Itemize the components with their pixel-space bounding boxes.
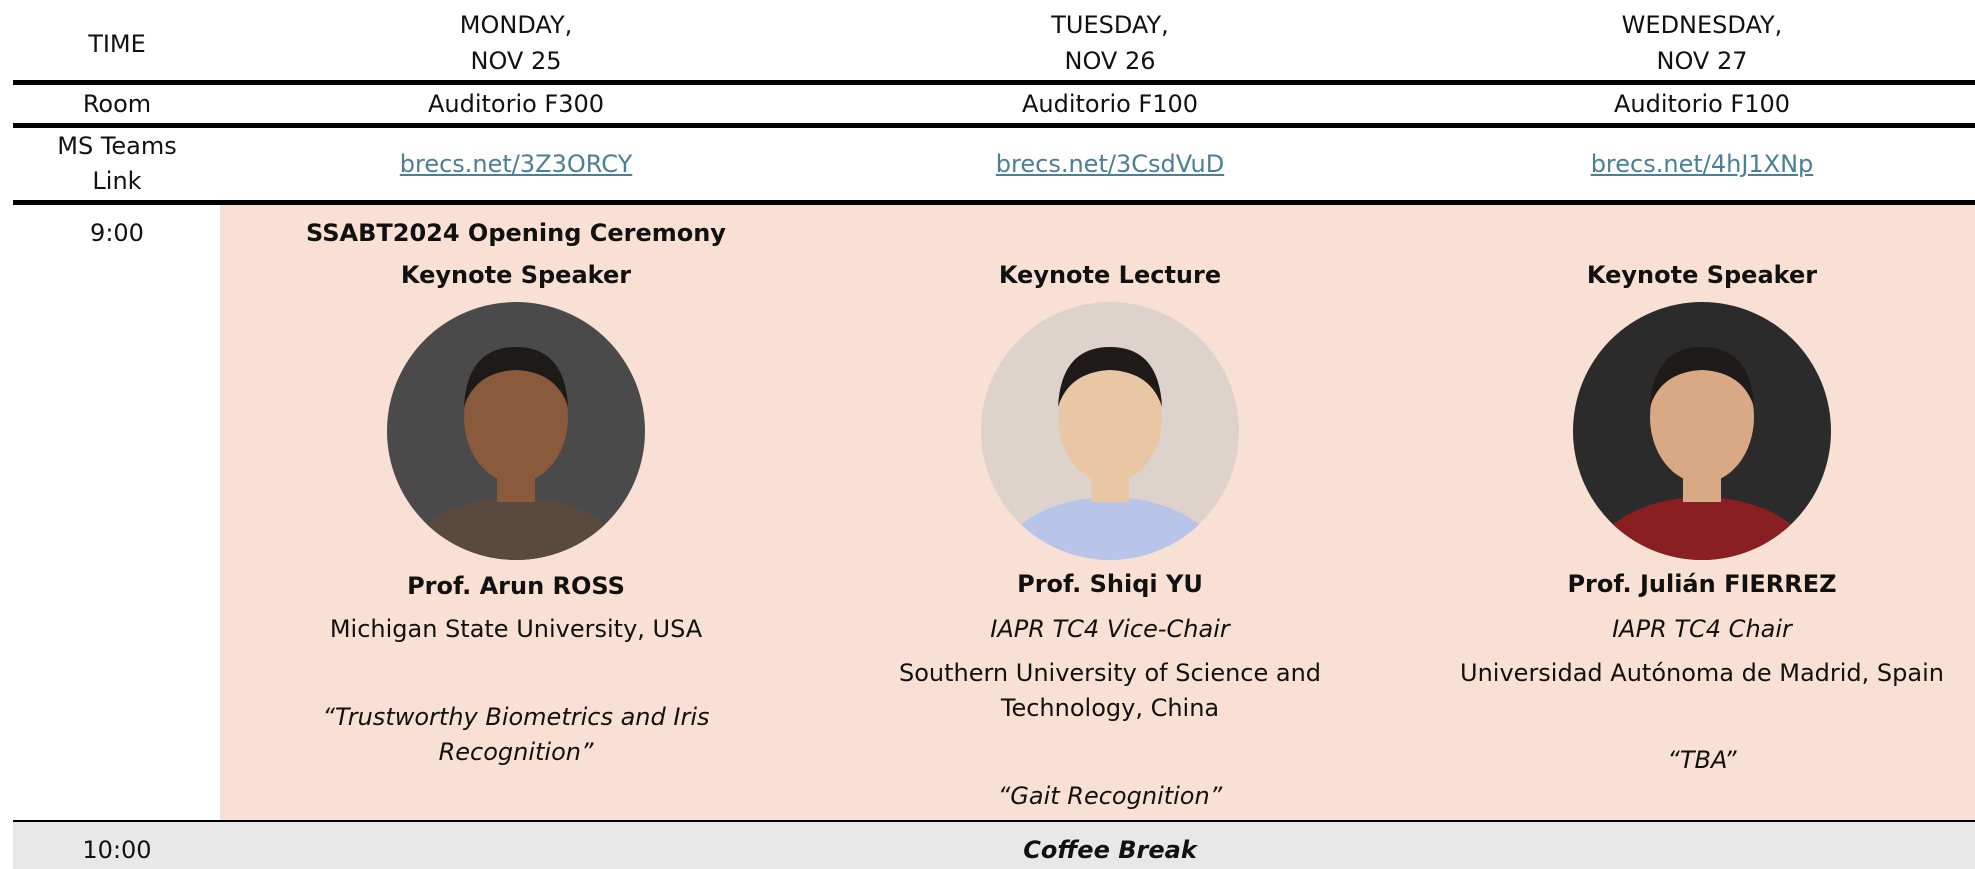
- affiliation: Michigan State University, USA: [329, 615, 703, 643]
- rule: [13, 820, 1975, 822]
- row-label: Link: [92, 167, 142, 195]
- rule: [13, 200, 1975, 205]
- room: Auditorio F100: [1613, 90, 1791, 118]
- opening-title: SSABT2024 Opening Ceremony: [306, 219, 726, 247]
- talk-title: “Trustworthy Biometrics and Iris: [322, 703, 710, 731]
- speaker-role: IAPR TC4 Chair: [1612, 615, 1792, 643]
- time-header: TIME: [88, 30, 146, 58]
- day-date: NOV 25: [470, 47, 562, 75]
- break-background: [13, 821, 1975, 869]
- day-date: NOV 26: [1064, 47, 1156, 75]
- talk-kind: Keynote Lecture: [998, 261, 1222, 289]
- talk-title: “Gait Recognition”: [997, 782, 1223, 810]
- row-label: MS Teams: [57, 132, 177, 160]
- speaker-role: IAPR TC4 Vice-Chair: [990, 615, 1230, 643]
- speaker-name: Prof. Shiqi YU: [1017, 570, 1203, 598]
- speaker-photo: [981, 302, 1239, 560]
- break-label: Coffee Break: [1023, 836, 1197, 864]
- day-header: MONDAY,: [459, 11, 573, 39]
- talk-kind: Keynote Speaker: [400, 261, 632, 289]
- time-slot: 10:00: [82, 836, 152, 864]
- day-header: WEDNESDAY,: [1621, 11, 1783, 39]
- teams-link[interactable]: brecs.net/4hJ1XNp: [1590, 150, 1814, 178]
- talk-title: “TBA”: [1667, 746, 1737, 774]
- talk-kind: Keynote Speaker: [1586, 261, 1818, 289]
- room: Auditorio F100: [1021, 90, 1199, 118]
- affiliation: Universidad Autónoma de Madrid, Spain: [1460, 659, 1944, 687]
- day-date: NOV 27: [1656, 47, 1748, 75]
- time-slot: 9:00: [90, 219, 144, 247]
- speaker-name: Prof. Arun ROSS: [407, 572, 625, 600]
- speaker-name: Prof. Julián FIERREZ: [1567, 570, 1837, 598]
- teams-link[interactable]: brecs.net/3CsdVuD: [995, 150, 1225, 178]
- room: Auditorio F300: [427, 90, 605, 118]
- rule: [13, 123, 1975, 128]
- row-label: Room: [82, 90, 152, 118]
- rule: [13, 80, 1975, 85]
- speaker-photo: [387, 302, 645, 560]
- affiliation: Southern University of Science and: [898, 659, 1322, 687]
- day-header: TUESDAY,: [1051, 11, 1169, 39]
- teams-link[interactable]: brecs.net/3Z3ORCY: [399, 150, 633, 178]
- talk-title: Recognition”: [438, 738, 594, 766]
- affiliation: Technology, China: [1000, 694, 1220, 722]
- speaker-photo: [1573, 302, 1831, 560]
